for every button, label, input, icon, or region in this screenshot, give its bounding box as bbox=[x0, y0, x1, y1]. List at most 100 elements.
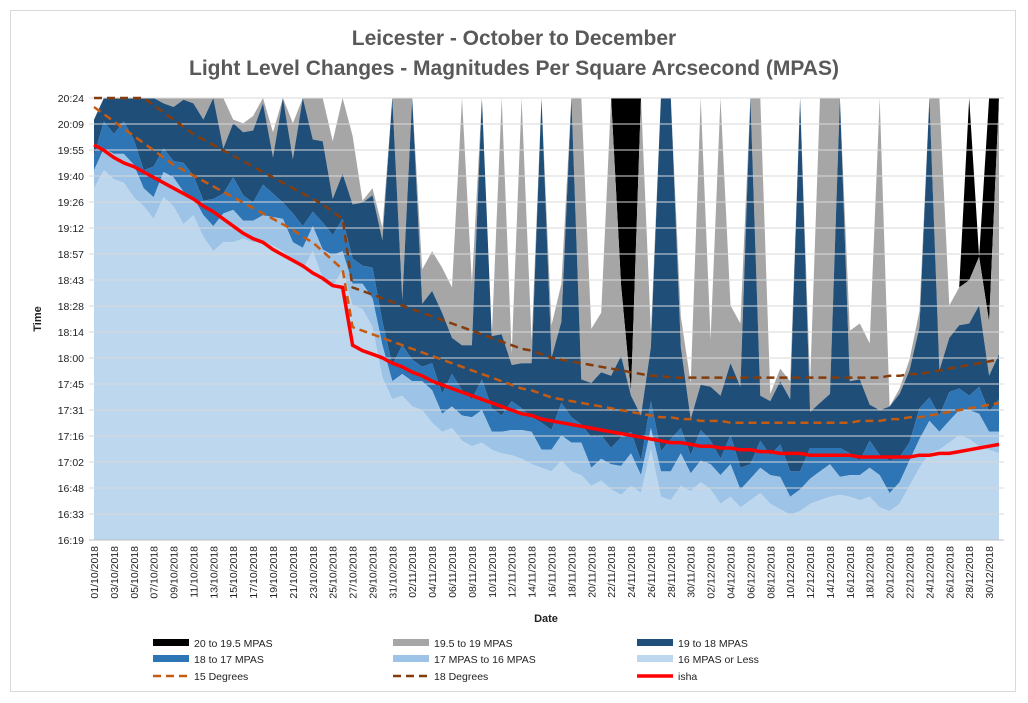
legend-swatch bbox=[153, 639, 189, 646]
y-axis-title: Time bbox=[32, 306, 44, 331]
y-tick-label: 18:14 bbox=[58, 327, 84, 339]
legend-label: 19 to 18 MPAS bbox=[678, 638, 748, 650]
x-tick-label: 04/12/2018 bbox=[725, 546, 737, 599]
x-axis-title: Date bbox=[534, 613, 558, 625]
legend-item: 18 Degrees bbox=[393, 671, 488, 683]
x-tick-label: 17/10/2018 bbox=[248, 546, 260, 599]
y-tick-label: 18:57 bbox=[58, 249, 84, 261]
y-tick-label: 17:45 bbox=[58, 379, 84, 391]
legend-label: 18 Degrees bbox=[434, 671, 488, 683]
threshold-lines bbox=[93, 96, 1000, 459]
x-tick-label: 27/10/2018 bbox=[348, 546, 360, 599]
legend-item: isha bbox=[637, 671, 697, 683]
x-tick-label: 10/11/2018 bbox=[487, 546, 499, 598]
legend-item: 18 to 17 MPAS bbox=[153, 654, 264, 666]
y-tick-label: 19:12 bbox=[58, 223, 84, 235]
x-tick-label: 16/12/2018 bbox=[845, 546, 857, 599]
legend-label: isha bbox=[678, 671, 697, 683]
chart-subtitle: Light Level Changes - Magnitudes Per Squ… bbox=[189, 57, 839, 80]
y-tick-label: 17:16 bbox=[58, 431, 84, 443]
x-tick-label: 10/12/2018 bbox=[785, 546, 797, 599]
legend-label: 17 MPAS to 16 MPAS bbox=[434, 654, 536, 666]
area-layers bbox=[94, 98, 999, 540]
gridlines bbox=[89, 97, 1004, 541]
x-tick-label: 28/11/2018 bbox=[666, 546, 678, 598]
x-tick-label: 02/11/2018 bbox=[407, 546, 419, 598]
area-17-to-16 bbox=[94, 148, 999, 515]
legend-item: 15 Degrees bbox=[153, 671, 248, 683]
line-18-degrees bbox=[94, 96, 1000, 379]
legend-swatch bbox=[393, 655, 429, 662]
x-tick-label: 15/10/2018 bbox=[228, 546, 240, 599]
legend-item: 20 to 19.5 MPAS bbox=[153, 638, 273, 650]
x-tick-label: 12/11/2018 bbox=[507, 546, 519, 598]
y-tick-label: 20:24 bbox=[58, 93, 84, 105]
y-tick-label: 17:31 bbox=[58, 405, 84, 417]
legend-swatch bbox=[637, 639, 673, 646]
x-tick-label: 25/10/2018 bbox=[328, 546, 340, 599]
x-tick-label: 21/10/2018 bbox=[288, 546, 300, 599]
legend-swatch bbox=[637, 655, 673, 662]
legend-label: 20 to 19.5 MPAS bbox=[194, 638, 273, 650]
x-tick-label: 23/10/2018 bbox=[308, 546, 320, 599]
x-tick-label: 20/12/2018 bbox=[885, 546, 897, 599]
x-tick-label: 30/11/2018 bbox=[686, 546, 698, 598]
x-tick-label: 04/11/2018 bbox=[427, 546, 439, 598]
x-tick-label: 01/10/2018 bbox=[89, 546, 101, 599]
area-18-to-17 bbox=[94, 121, 999, 497]
x-tick-label: 11/10/2018 bbox=[188, 546, 200, 598]
y-tick-label: 19:26 bbox=[58, 197, 84, 209]
x-tick-label: 02/12/2018 bbox=[706, 546, 718, 599]
x-tick-label: 08/11/2018 bbox=[467, 546, 479, 598]
x-tick-label: 03/10/2018 bbox=[109, 546, 121, 599]
legend-item: 17 MPAS to 16 MPAS bbox=[393, 654, 536, 666]
legend-swatch bbox=[393, 639, 429, 646]
x-tick-label: 16/11/2018 bbox=[546, 546, 558, 598]
legend-label: 18 to 17 MPAS bbox=[194, 654, 264, 666]
x-tick-label: 12/12/2018 bbox=[805, 546, 817, 599]
x-tick-label: 09/10/2018 bbox=[169, 546, 181, 599]
x-tick-label: 26/11/2018 bbox=[646, 546, 658, 598]
y-tick-label: 19:55 bbox=[58, 145, 84, 157]
y-tick-labels: 16:19 16:33 16:48 17:02 17:16 17:31 17:45 18:00… bbox=[58, 93, 84, 547]
x-tick-label: 06/11/2018 bbox=[447, 546, 459, 598]
legend-label: 19.5 to 19 MPAS bbox=[434, 638, 513, 650]
area-16-or-less bbox=[94, 170, 999, 540]
y-tick-label: 16:33 bbox=[58, 509, 84, 521]
x-tick-label: 08/12/2018 bbox=[765, 546, 777, 599]
x-tick-labels: 01/10/2018 03/10/2018 05/10/2018 07/10/2018… bbox=[89, 546, 996, 599]
y-tick-label: 17:02 bbox=[58, 457, 84, 469]
y-tick-label: 18:28 bbox=[58, 301, 84, 313]
legend: 20 to 19.5 MPAS 19.5 to 19 MPAS 19 to 18 M… bbox=[153, 638, 759, 683]
x-tick-label: 20/11/2018 bbox=[586, 546, 598, 598]
x-tick-label: 30/12/2018 bbox=[984, 546, 996, 599]
x-tick-label: 31/10/2018 bbox=[387, 546, 399, 599]
y-tick-label: 20:09 bbox=[58, 119, 84, 131]
legend-swatch bbox=[153, 655, 189, 662]
legend-label: 16 MPAS or Less bbox=[678, 654, 759, 666]
y-tick-label: 18:43 bbox=[58, 275, 84, 287]
legend-item: 16 MPAS or Less bbox=[637, 654, 759, 666]
chart: Leicester - October to December Light Le… bbox=[32, 27, 1004, 683]
y-tick-label: 18:00 bbox=[58, 353, 84, 365]
y-tick-label: 19:40 bbox=[58, 171, 84, 183]
x-tick-label: 29/10/2018 bbox=[367, 546, 379, 599]
area-19-5-to-19 bbox=[94, 98, 999, 420]
x-tick-label: 14/11/2018 bbox=[527, 546, 539, 598]
y-tick-label: 16:48 bbox=[58, 483, 84, 495]
line-15-degrees bbox=[93, 105, 1000, 424]
x-tick-label: 26/12/2018 bbox=[944, 546, 956, 599]
chart-title: Leicester - October to December bbox=[352, 27, 676, 50]
x-tick-label: 19/10/2018 bbox=[268, 546, 280, 599]
legend-item: 19.5 to 19 MPAS bbox=[393, 638, 513, 650]
x-tick-label: 07/10/2018 bbox=[149, 546, 161, 599]
x-tick-label: 22/11/2018 bbox=[606, 546, 618, 598]
x-tick-label: 06/12/2018 bbox=[745, 546, 757, 599]
x-tick-label: 18/12/2018 bbox=[865, 546, 877, 599]
x-tick-label: 24/11/2018 bbox=[626, 546, 638, 598]
chart-frame: Leicester - October to December Light Le… bbox=[10, 10, 1016, 692]
x-tick-label: 05/10/2018 bbox=[129, 546, 141, 599]
line-isha bbox=[93, 143, 1000, 459]
legend-item: 19 to 18 MPAS bbox=[637, 638, 748, 650]
x-tick-label: 14/12/2018 bbox=[825, 546, 837, 599]
